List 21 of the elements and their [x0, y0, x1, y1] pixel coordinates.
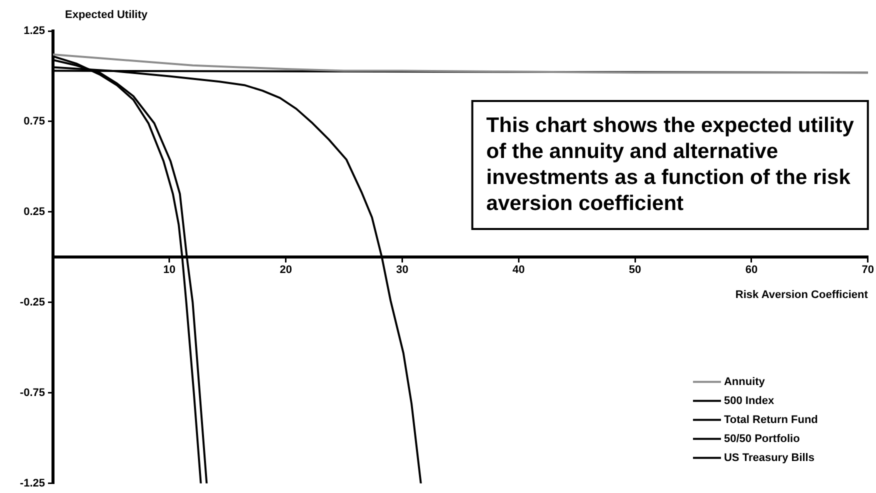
y-tick-label: -0.75: [20, 386, 45, 399]
x-tick-label: 20: [280, 264, 292, 276]
legend-label: 50/50 Portfolio: [724, 432, 800, 445]
x-tick-label: 10: [163, 264, 176, 276]
y-tick-label: -1.25: [20, 477, 45, 490]
annotation: This chart shows the expected utility of the annuity and alternative investments as a function of the risk aversion coefficient: [486, 114, 854, 215]
legend-label: Total Return Fund: [724, 414, 818, 426]
legend-label: Annuity: [724, 376, 766, 388]
y-tick-label: -0.25: [20, 296, 45, 308]
y-tick-label: 0.25: [24, 206, 45, 218]
legend-label: 500 Index: [724, 394, 776, 407]
y-axis-title: Expected Utility: [65, 9, 148, 22]
x-axis-title: Risk Aversion Coefficient: [735, 289, 868, 302]
x-tick-label: 70: [862, 264, 874, 276]
x-tick-label: 60: [745, 264, 758, 276]
y-tick-label: 1.25: [24, 25, 45, 38]
x-tick-label: 50: [628, 264, 642, 276]
y-tick-label: 0.75: [24, 116, 45, 128]
x-tick-label: 30: [396, 264, 408, 276]
x-tick-label: 40: [512, 264, 525, 276]
legend-label: US Treasury Bills: [724, 452, 814, 464]
